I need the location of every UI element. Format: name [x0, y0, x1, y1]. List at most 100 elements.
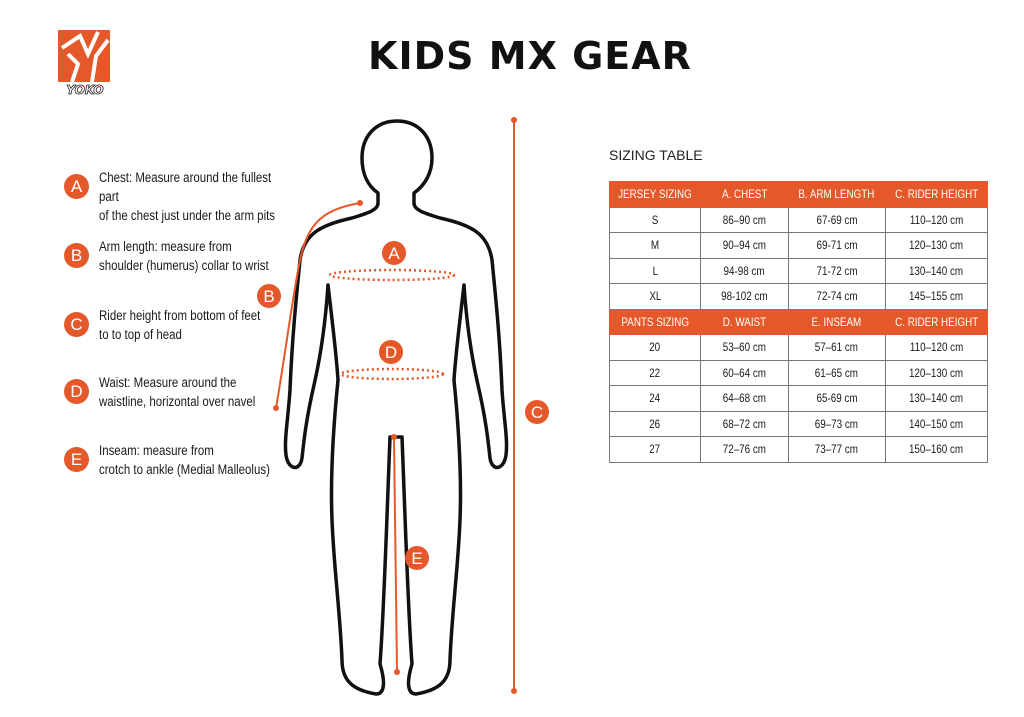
- table-row: 24 64–68 cm 65-69 cm 130–140 cm: [609, 385, 989, 412]
- legend-item-arm: B Arm length: measure from shoulder (hume…: [64, 237, 319, 275]
- legend-text: waistline, horizontal over navel: [99, 394, 256, 409]
- cell-text: XL: [648, 289, 661, 304]
- table-row: M 90–94 cm 69-71 cm 120–130 cm: [609, 232, 989, 259]
- svg-text:YOKO: YOKO: [66, 83, 103, 97]
- header-text: C. RIDER HEIGHT: [894, 187, 979, 202]
- table-row: 20 53–60 cm 57–61 cm 110–120 cm: [609, 334, 989, 361]
- column-header: E. INSEAM: [787, 308, 886, 335]
- header-text: D. WAIST: [722, 314, 766, 329]
- arm-measure-line: [275, 202, 361, 409]
- table-cell: 90–94 cm: [699, 232, 789, 259]
- legend-text: crotch to ankle (Medial Malleolus): [99, 462, 270, 477]
- column-header: C. RIDER HEIGHT: [884, 181, 989, 208]
- table-cell: 150–160 cm: [884, 436, 989, 463]
- cell-text: 67-69 cm: [816, 212, 858, 227]
- table-cell: 145–155 cm: [884, 283, 989, 310]
- cell-text: 61–65 cm: [815, 365, 859, 380]
- table-cell: S: [609, 206, 701, 233]
- figure-badge-d: [379, 340, 403, 364]
- legend-text: shoulder (humerus) collar to wrist: [99, 258, 269, 273]
- height-line-endpoint: [511, 688, 517, 694]
- figure-badge-e: [405, 546, 429, 570]
- table-cell: 24: [609, 385, 701, 412]
- legend-text: Waist: Measure around the: [99, 375, 237, 390]
- cell-text: 72–76 cm: [722, 442, 766, 457]
- page-title: KIDS MX GEAR: [368, 34, 692, 78]
- table-cell: M: [609, 232, 701, 259]
- table-row: XL 98-102 cm 72-74 cm 145–155 cm: [609, 283, 989, 310]
- label-b-badge: B: [64, 243, 89, 268]
- header-row: JERSEY SIZING A. CHEST B. ARM LENGTH C. RID…: [609, 181, 989, 208]
- cell-text: 27: [649, 442, 661, 457]
- legend-text: Arm length: measure from: [99, 239, 232, 254]
- table-cell: 130–140 cm: [884, 385, 989, 412]
- cell-text: 120–130 cm: [909, 238, 964, 253]
- cell-text: 71-72 cm: [816, 263, 858, 278]
- table-cell: 120–130 cm: [884, 232, 989, 259]
- figure-badge-b: [257, 284, 281, 308]
- cell-text: M: [650, 238, 660, 253]
- column-header: D. WAIST: [699, 308, 789, 335]
- cell-text: 110–120 cm: [909, 340, 964, 355]
- table-row: S 86–90 cm 67-69 cm 110–120 cm: [609, 206, 989, 233]
- table-row: 22 60–64 cm 61–65 cm 120–130 cm: [609, 359, 989, 386]
- figure-badge-c: [525, 400, 549, 424]
- cell-text: 110–120 cm: [909, 212, 964, 227]
- table-cell: 67-69 cm: [787, 206, 886, 233]
- cell-text: 69–73 cm: [815, 416, 859, 431]
- cell-text: 26: [649, 416, 661, 431]
- header-text: JERSEY SIZING: [618, 187, 692, 202]
- table-cell: 69-71 cm: [787, 232, 886, 259]
- label-c-badge: C: [64, 312, 89, 337]
- header-text: B. ARM LENGTH: [798, 187, 875, 202]
- cell-text: 53–60 cm: [722, 340, 766, 355]
- column-header: JERSEY SIZING: [609, 181, 701, 208]
- table-cell: 98-102 cm: [699, 283, 789, 310]
- cell-text: 57–61 cm: [815, 340, 859, 355]
- table-cell: 69–73 cm: [787, 410, 886, 437]
- chest-measure-line: [328, 268, 456, 282]
- legend-text: of the chest just under the arm pits: [99, 208, 276, 223]
- table-cell: 72–76 cm: [699, 436, 789, 463]
- cell-text: 68–72 cm: [722, 416, 766, 431]
- cell-text: 98-102 cm: [721, 289, 768, 304]
- figure-label-d: D: [385, 343, 397, 362]
- arm-line-endpoint: [357, 200, 363, 206]
- table-cell: 20: [609, 334, 701, 361]
- cell-text: 145–155 cm: [909, 289, 964, 304]
- table-cell: 22: [609, 359, 701, 386]
- table-cell: 86–90 cm: [699, 206, 789, 233]
- sizing-table: JERSEY SIZING A. CHEST B. ARM LENGTH C. RID…: [609, 181, 989, 463]
- label-d-badge: D: [64, 379, 89, 404]
- figure-label-c: C: [531, 403, 543, 422]
- header-text: A. CHEST: [721, 187, 768, 202]
- cell-text: 130–140 cm: [909, 391, 964, 406]
- cell-text: 120–130 cm: [909, 365, 964, 380]
- column-header: A. CHEST: [699, 181, 789, 208]
- cell-text: 86–90 cm: [722, 212, 766, 227]
- table-cell: 60–64 cm: [699, 359, 789, 386]
- table-cell: 68–72 cm: [699, 410, 789, 437]
- table-cell: L: [609, 257, 701, 284]
- cell-text: 90–94 cm: [722, 238, 766, 253]
- inseam-line-endpoint: [394, 669, 400, 675]
- header-text: C. RIDER HEIGHT: [894, 314, 979, 329]
- cell-text: 72-74 cm: [816, 289, 858, 304]
- table-cell: 130–140 cm: [884, 257, 989, 284]
- table-cell: 120–130 cm: [884, 359, 989, 386]
- legend-item-waist: D Waist: Measure around the waistline, ho…: [64, 373, 319, 411]
- yoko-logo: YOKO: [58, 30, 110, 97]
- table-cell: 26: [609, 410, 701, 437]
- label-e-badge: E: [64, 447, 89, 472]
- cell-text: 60–64 cm: [722, 365, 766, 380]
- legend-text: Chest: Measure around the fullest part: [99, 170, 272, 204]
- table-row: L 94-98 cm 71-72 cm 130–140 cm: [609, 257, 989, 284]
- table-cell: 61–65 cm: [787, 359, 886, 386]
- legend-text: Rider height from bottom of feet: [99, 308, 261, 323]
- legend-item-height: C Rider height from bottom of feet to to …: [64, 306, 319, 344]
- table-cell: 72-74 cm: [787, 283, 886, 310]
- figure-label-a: A: [388, 244, 400, 263]
- cell-text: 94-98 cm: [723, 263, 765, 278]
- cell-text: S: [651, 212, 659, 227]
